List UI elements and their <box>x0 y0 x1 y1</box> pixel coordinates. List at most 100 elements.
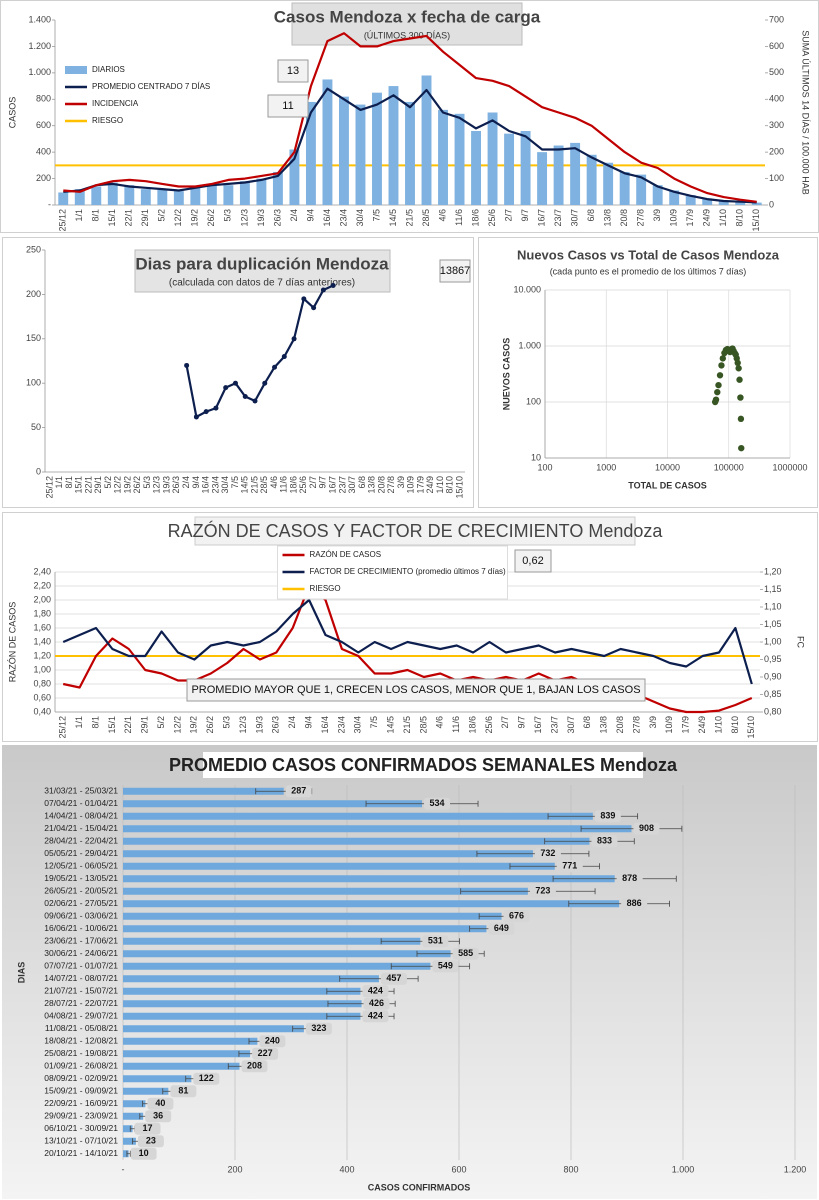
x-tick-label: 14/5 <box>388 209 398 227</box>
y-tick-label: 0 <box>36 466 41 476</box>
y-tick-label: 200 <box>26 289 41 299</box>
x-tick-label: 20/8 <box>619 209 629 227</box>
y-tick-label: 04/08/21 - 29/07/21 <box>44 1011 118 1021</box>
y-axis-label: DIAS <box>16 962 26 984</box>
error-bar <box>544 838 635 845</box>
x-tick-label: 1.000 <box>672 1164 695 1174</box>
y-tick-label: 09/06/21 - 03/06/21 <box>44 911 118 921</box>
x-tick-label: 24/9 <box>702 209 712 227</box>
value-label: 122 <box>199 1073 214 1083</box>
x-tick-label: 23/4 <box>336 716 346 734</box>
y-tick-label: 01/09/21 - 26/08/21 <box>44 1061 118 1071</box>
value-label: 227 <box>258 1048 273 1058</box>
y2-axis-label: SUMA ÚLTIMOS 14 DÍAS / 100.000 HAB <box>801 30 811 194</box>
x-tick-label: 5/2 <box>156 716 166 729</box>
x-tick-label: 16/7 <box>536 209 546 227</box>
y2-tick-label: 0,85 <box>764 689 782 699</box>
x-tick-label: 11/6 <box>454 209 464 226</box>
y2-tick-label: 200 <box>769 147 784 157</box>
bar <box>123 787 284 795</box>
value-label: 36 <box>153 1111 163 1121</box>
y2-tick-label: 1,05 <box>764 619 782 629</box>
x-tick-label: 9/7 <box>517 716 527 729</box>
value-label: 81 <box>178 1086 188 1096</box>
value-label-box <box>130 1147 157 1160</box>
x-tick-label: 26/3 <box>271 716 281 734</box>
bar <box>702 198 713 205</box>
x-tick-label: 25/12 <box>44 476 54 499</box>
x-tick-label: 9/4 <box>191 476 201 489</box>
bar <box>751 202 762 205</box>
x-tick-label: 15/1 <box>107 716 117 734</box>
x-tick-label: 28/5 <box>421 209 431 227</box>
y-tick-label: 600 <box>36 120 51 130</box>
value-label-box <box>633 822 660 835</box>
x-tick-label: 30/7 <box>566 716 576 734</box>
marker <box>272 364 278 370</box>
annotation: 13867 <box>440 265 471 277</box>
x-tick-label: 20/8 <box>376 476 386 494</box>
value-label: 17 <box>143 1123 153 1133</box>
x-tick-label: 1/10 <box>435 476 445 494</box>
bar <box>718 200 729 205</box>
x-tick-label: 12/3 <box>239 209 249 227</box>
y-tick-label: 1.400 <box>28 14 51 24</box>
x-tick-label: 16/4 <box>320 716 330 734</box>
error-bar <box>509 863 600 870</box>
bar <box>206 183 217 205</box>
marker <box>213 405 219 411</box>
error-bar <box>580 825 683 832</box>
x-tick-label: 13/8 <box>367 476 377 494</box>
legend-label: RIESGO <box>310 584 341 593</box>
marker <box>330 283 336 289</box>
x-tick-label: 7/5 <box>369 716 379 729</box>
bar <box>123 962 431 970</box>
line <box>185 284 334 418</box>
marker <box>262 380 268 386</box>
x-tick-label: 9/7 <box>318 476 328 489</box>
x-tick-label: 23/7 <box>553 209 563 227</box>
bar <box>256 178 267 205</box>
point <box>737 394 744 401</box>
annotation-box <box>267 94 309 118</box>
bar <box>123 1150 129 1158</box>
y-tick-label: 06/10/21 - 30/09/21 <box>44 1123 118 1133</box>
bar <box>520 131 531 205</box>
error-bar <box>552 875 677 882</box>
value-label-box <box>193 1072 220 1085</box>
y2-tick-label: 600 <box>769 41 784 51</box>
chart-subtitle: (ÚLTIMOS 300 DÍAS) <box>364 30 450 40</box>
value-label: 908 <box>639 823 654 833</box>
x-tick-label: 9/7 <box>520 209 530 222</box>
x-tick-label: 25/6 <box>484 716 494 734</box>
x-tick-label: 29/1 <box>93 476 103 494</box>
x-tick-label: 8/1 <box>90 716 100 729</box>
x-tick-label: 17/9 <box>681 716 691 734</box>
x-tick-label: 2/4 <box>289 209 299 222</box>
bar <box>636 174 647 205</box>
bar <box>123 862 555 870</box>
x-tick-label: 17/9 <box>415 476 425 494</box>
point <box>716 372 724 379</box>
y2-axis-label: FC <box>796 636 806 648</box>
value-label-box <box>616 872 643 885</box>
value-label-box <box>241 1060 268 1073</box>
point <box>715 381 722 389</box>
legend-label: FACTOR DE CRECIMIENTO (promedio últimos … <box>310 567 507 576</box>
y2-tick-label: 700 <box>769 14 784 24</box>
annotation: 0,62 <box>522 555 543 567</box>
y-tick-label: 150 <box>26 333 41 343</box>
x-tick-label: 26/2 <box>132 476 142 494</box>
y-tick-label: 2,00 <box>33 594 51 604</box>
bar <box>123 950 451 958</box>
x-tick-label: 19/3 <box>256 209 266 227</box>
y-tick-label: 20/10/21 - 14/10/21 <box>44 1148 118 1158</box>
value-label: 531 <box>428 936 443 946</box>
x-tick-label: 12/2 <box>113 476 123 494</box>
y-tick-label: 1,20 <box>33 650 51 660</box>
value-label: 287 <box>291 786 306 796</box>
y-tick-label: 2,40 <box>33 566 51 576</box>
x-tick-label: 800 <box>563 1164 578 1174</box>
x-tick-label: 26/2 <box>205 716 215 734</box>
